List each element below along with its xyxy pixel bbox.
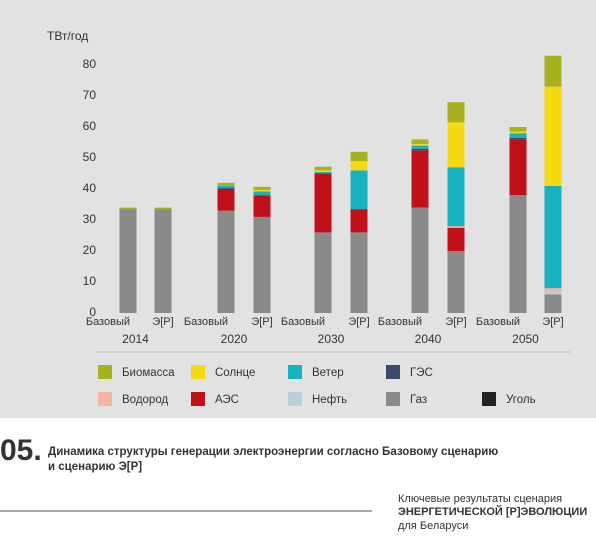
y-tick-label: 10 [83,274,97,288]
x-tick-label: Э[Р] [251,316,272,328]
group-label: 2014 [122,332,149,346]
branding-line: для Беларуси [398,520,468,532]
legend-swatch [288,365,302,379]
group-label: 2050 [512,332,539,346]
bar-segment [411,139,429,145]
bar-segment [314,171,332,174]
bar-segment [544,294,562,313]
bar-segment [154,209,172,313]
bar-segment [253,195,271,217]
bar-segment [509,139,527,196]
legend-label: Водород [122,394,168,406]
legend-label: АЭС [215,394,239,406]
caption-line: и сценарию Э[Р] [48,461,142,473]
chart-background [0,0,596,418]
bar-segment [217,185,235,189]
bar-segment [350,209,368,233]
y-tick-label: 80 [83,57,97,71]
bar-segment [119,209,137,313]
bar-segment [411,150,429,208]
bar-segment [217,210,235,313]
y-tick-label: 40 [83,181,97,195]
bar-segment [253,216,271,313]
y-tick-label: 60 [83,119,97,133]
bar-segment [447,102,465,123]
legend-swatch [482,392,496,406]
bar-segment [509,133,527,138]
y-axis-label: ТВт/год [47,29,88,43]
legend-label: Нефть [312,394,347,406]
group-label: 2040 [415,332,442,346]
figure-number: 05. [0,434,42,467]
bar-segment [411,145,429,149]
bar-segment [509,195,527,313]
x-tick-label: Базовый [281,316,325,328]
bar-segment [119,207,137,210]
bar-segment [411,148,429,151]
legend-swatch [386,392,400,406]
legend-swatch [288,392,302,406]
x-tick-label: Э[Р] [348,316,369,328]
branding-line: Ключевые результаты сценария [398,493,562,505]
legend-label: Ветер [312,367,344,379]
bar-segment [314,170,332,172]
bar-segment [314,166,332,171]
x-tick-label: Э[Р] [152,316,173,328]
bar-segment [447,227,465,251]
bar-segment [154,207,172,210]
legend-swatch [191,392,205,406]
y-tick-label: 50 [83,150,97,164]
legend-swatch [191,365,205,379]
legend-label: ГЭС [410,367,433,379]
bar-segment [350,170,368,210]
group-label: 2030 [318,332,345,346]
legend-label: Газ [410,394,427,406]
bar-segment [544,291,562,295]
bar-segment [509,131,527,134]
group-label: 2020 [221,332,248,346]
x-tick-label: Базовый [86,316,130,328]
bar-segment [509,137,527,140]
x-tick-label: Базовый [378,316,422,328]
bar-segment [411,144,429,146]
bar-segment [217,188,235,189]
bar-segment [314,232,332,313]
y-tick-label: 0 [89,305,96,319]
bar-segment [350,232,368,313]
legend-swatch [98,392,112,406]
bar-segment [253,191,271,196]
bar-segment [350,151,368,162]
legend-label: Солнце [215,367,255,379]
bar-segment [509,127,527,132]
bar-segment [447,122,465,168]
y-tick-label: 20 [83,243,97,257]
caption-line: Динамика структуры генерации электроэнер… [48,446,498,458]
bar-segment [350,161,368,171]
bar-segment [544,288,562,292]
x-tick-label: Э[Р] [542,316,563,328]
y-tick-label: 70 [83,88,97,102]
bar-segment [314,173,332,233]
x-tick-label: Базовый [184,316,228,328]
bar-segment [544,55,562,87]
bar-segment [411,207,429,313]
bar-segment [217,182,235,186]
x-tick-label: Э[Р] [445,316,466,328]
bar-segment [447,251,465,313]
bar-segment [447,226,465,228]
x-tick-label: Базовый [476,316,520,328]
bar-segment [253,186,271,190]
bar-segment [217,189,235,211]
legend-label: Биомасса [122,367,175,379]
legend-swatch [386,365,400,379]
bar-segment [253,189,271,192]
bar-segment [447,167,465,227]
y-tick-label: 30 [83,212,97,226]
legend-label: Уголь [506,394,536,406]
bar-segment [544,185,562,289]
legend-swatch [98,365,112,379]
bar-segment [544,86,562,186]
branding-line: ЭНЕРГЕТИЧЕСКОЙ [Р]ЭВОЛЮЦИИ [398,505,587,518]
